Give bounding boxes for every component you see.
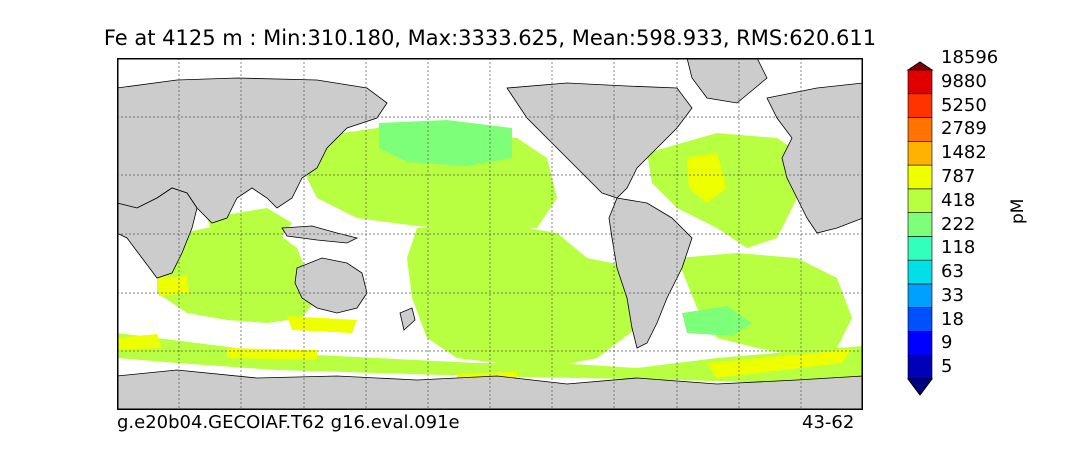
field-high-patch-2 xyxy=(227,348,317,360)
land-greenland xyxy=(686,58,768,104)
land-north-america xyxy=(506,82,693,199)
colorbar-tick-label: 2789 xyxy=(941,118,987,140)
colorbar-tick-label: 63 xyxy=(941,261,964,283)
colorbar-segment xyxy=(907,212,933,237)
colorbar-tick-label: 118 xyxy=(941,237,976,259)
field-southern-ocean xyxy=(117,333,863,383)
colorbar-segment xyxy=(907,354,933,380)
colorbar-tick-label: 33 xyxy=(941,284,964,306)
colorbar-segment xyxy=(907,331,933,356)
colorbar-segment xyxy=(907,236,933,261)
land-australia xyxy=(294,257,368,314)
colorbar-segment xyxy=(907,117,933,142)
map-frame xyxy=(117,58,863,410)
grid-lines xyxy=(117,58,863,410)
colorbar-tick-label: 18596 xyxy=(941,47,999,69)
field-south-atlantic-mid xyxy=(682,306,752,336)
field-high-patch-1 xyxy=(117,334,162,350)
colorbar-tick-label: 18 xyxy=(941,308,964,330)
field-north-pacific-high xyxy=(379,120,512,166)
colorbar-tick-label: 5 xyxy=(941,356,953,378)
field-high-patch-3 xyxy=(287,316,357,333)
colorbar-extend-max xyxy=(906,61,934,71)
colorbar-tick-label: 9 xyxy=(941,332,953,354)
land-new-zealand xyxy=(399,307,416,331)
colorbar-segment xyxy=(907,283,933,308)
field-north-atlantic xyxy=(647,133,807,248)
colorbar-segment xyxy=(907,259,933,285)
colorbar-extend-min xyxy=(907,378,933,396)
colorbar-segment xyxy=(907,188,933,213)
land-indonesia xyxy=(281,225,359,244)
field-high-patch-5 xyxy=(707,348,852,378)
land-africa xyxy=(117,187,198,279)
field-high-patch-6 xyxy=(157,276,189,296)
colorbar-segment xyxy=(907,93,933,118)
colorbar xyxy=(906,61,934,396)
colorbar-tick-label: 787 xyxy=(941,165,976,187)
colorbar-segment xyxy=(907,69,933,95)
field-south-pacific xyxy=(407,223,647,368)
colorbar-tick-label: 9880 xyxy=(941,70,987,92)
colorbar-segment xyxy=(907,141,933,166)
case-name-label: g.e20b04.GECOIAF.T62 g16.eval.091e xyxy=(117,412,460,433)
field-regions xyxy=(117,120,863,383)
land-europe-africa-east xyxy=(766,82,863,234)
years-label: 43-62 xyxy=(802,412,855,433)
colorbar-tick-label: 222 xyxy=(941,213,976,235)
world-map xyxy=(117,58,863,410)
field-north-atlantic-high xyxy=(687,153,727,203)
colorbar-units: pM xyxy=(1008,198,1028,224)
colorbar-tick-label: 5250 xyxy=(941,94,987,116)
colorbar-segment xyxy=(907,307,933,332)
colorbar-tick-label: 418 xyxy=(941,189,976,211)
plot-title: Fe at 4125 m : Min:310.180, Max:3333.625… xyxy=(103,26,877,50)
colorbar-segment xyxy=(907,164,933,190)
colorbar-tick-label: 1482 xyxy=(941,142,987,164)
field-indian-ocean xyxy=(157,223,317,323)
